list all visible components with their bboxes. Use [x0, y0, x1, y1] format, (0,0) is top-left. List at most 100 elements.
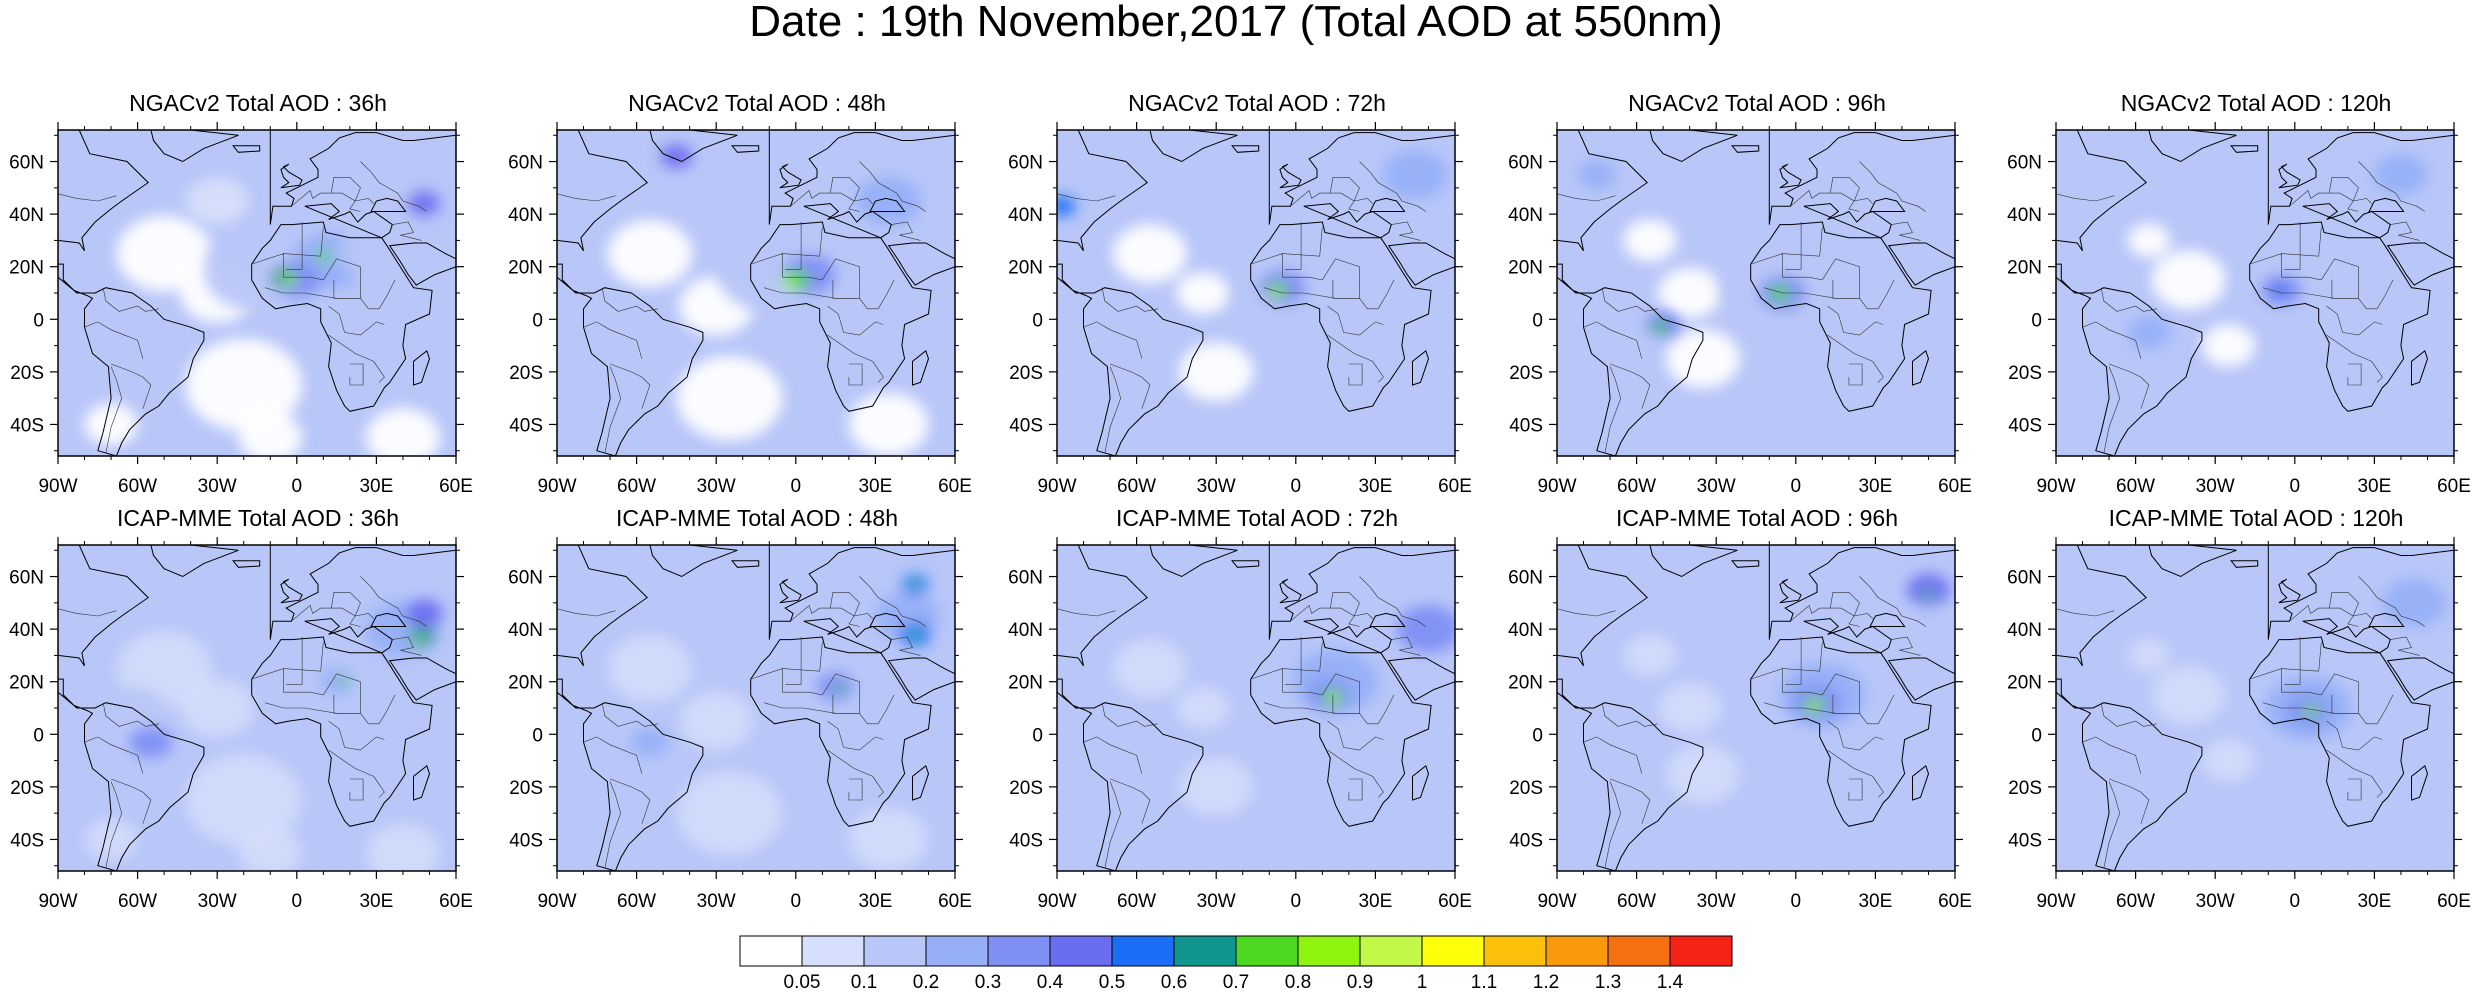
- colorbar-label: 0.1: [851, 972, 877, 993]
- x-tick-label: 30E: [1358, 476, 1392, 497]
- y-tick-label: 20S: [509, 363, 543, 384]
- x-tick-label: 90W: [1037, 476, 1076, 497]
- x-tick-label: 60W: [118, 476, 157, 497]
- y-tick-label: 40S: [2008, 415, 2042, 436]
- y-tick-label: 40N: [1008, 205, 1043, 226]
- x-tick-label: 60E: [1438, 891, 1472, 912]
- aod-field: [2056, 545, 2454, 871]
- y-tick-label: 60N: [508, 153, 543, 174]
- figure-title: Date : 19th November,2017 (Total AOD at …: [749, 0, 1723, 46]
- y-tick-label: 20N: [1008, 258, 1043, 279]
- x-tick-label: 30E: [858, 476, 892, 497]
- y-tick-label: 20S: [2008, 363, 2042, 384]
- y-tick-label: 0: [532, 725, 543, 746]
- map-panel: ICAP-MME Total AOD : 72h 90W 60W 30W 0 30E 60E…: [997, 505, 1517, 915]
- map-panel: NGACv2 Total AOD : 48h 90W 60W 30W 0 30E 60E 60…: [497, 90, 1017, 500]
- panel-title: NGACv2 Total AOD : 72h: [1128, 90, 1386, 116]
- map-panel: NGACv2 Total AOD : 96h 90W 60W 30W 0 30E 60E 60…: [1497, 90, 2017, 500]
- y-tick-label: 0: [1532, 310, 1543, 331]
- map-panel: ICAP-MME Total AOD : 120h 90W 60W 30W 0 30E 60…: [1996, 505, 2472, 915]
- y-tick-label: 60N: [508, 568, 543, 589]
- coastlines: [557, 545, 955, 871]
- x-tick-label: 90W: [1037, 891, 1076, 912]
- x-tick-label: 90W: [537, 476, 576, 497]
- map-plot: 90W 60W 30W 0 30E 60E 60N 40N 20N 0 20S 40S: [508, 537, 972, 912]
- y-tick-label: 20N: [508, 673, 543, 694]
- y-tick-label: 60N: [1508, 568, 1543, 589]
- country-borders: [58, 576, 427, 869]
- panel-title: ICAP-MME Total AOD : 96h: [1615, 505, 1899, 531]
- x-tick-label: 60W: [2116, 891, 2155, 912]
- colorbar-swatch: [1297, 935, 1361, 967]
- y-tick-label: 20S: [1509, 778, 1543, 799]
- x-tick-label: 60E: [1938, 476, 1972, 497]
- x-tick-label: 90W: [1537, 476, 1576, 497]
- country-borders: [1057, 576, 1426, 869]
- country-borders: [1557, 161, 1926, 454]
- colorbar-label: 0.9: [1347, 972, 1373, 993]
- panel-title: ICAP-MME Total AOD : 120h: [2108, 505, 2404, 531]
- y-tick-label: 40N: [508, 620, 543, 641]
- x-tick-label: 90W: [1537, 891, 1576, 912]
- colorbar-swatch: [925, 935, 989, 967]
- coastlines: [1557, 130, 1955, 456]
- y-tick-label: 20N: [508, 258, 543, 279]
- map-plot: 90W 60W 30W 0 30E 60E 60N 40N 20N 0 20S 40S: [2007, 122, 2471, 497]
- y-tick-label: 20S: [1009, 778, 1043, 799]
- colorbar-swatch: [1173, 935, 1237, 967]
- y-tick-label: 40S: [509, 415, 543, 436]
- coastlines: [58, 130, 456, 456]
- y-tick-label: 20N: [1508, 673, 1543, 694]
- x-tick-label: 90W: [2036, 891, 2075, 912]
- y-tick-label: 40S: [1509, 415, 1543, 436]
- colorbar-swatch: [1483, 935, 1547, 967]
- colorbar-label: 1.3: [1595, 972, 1621, 993]
- colorbar-label: 0.2: [913, 972, 939, 993]
- colorbar-label: 0.8: [1285, 972, 1311, 993]
- colorbar-label: 0.5: [1099, 972, 1125, 993]
- colorbar-swatch: [1607, 935, 1671, 967]
- x-tick-label: 0: [1791, 891, 1802, 912]
- y-tick-label: 40S: [509, 830, 543, 851]
- country-borders: [58, 161, 427, 454]
- aod-field: [1057, 130, 1455, 456]
- x-tick-label: 30E: [2357, 476, 2391, 497]
- panel-title: ICAP-MME Total AOD : 48h: [615, 505, 899, 531]
- x-tick-label: 90W: [537, 891, 576, 912]
- y-tick-label: 20N: [2007, 673, 2042, 694]
- y-tick-label: 60N: [1008, 153, 1043, 174]
- colorbar-label: 1.2: [1533, 972, 1559, 993]
- map-plot: 90W 60W 30W 0 30E 60E 60N 40N 20N 0 20S 40S: [9, 122, 473, 497]
- aod-field: [557, 130, 955, 456]
- y-tick-label: 20S: [509, 778, 543, 799]
- y-tick-label: 40N: [9, 620, 44, 641]
- x-tick-label: 60E: [938, 891, 972, 912]
- x-tick-label: 30E: [359, 891, 393, 912]
- y-tick-label: 0: [33, 310, 44, 331]
- x-tick-label: 60E: [439, 476, 473, 497]
- y-tick-label: 40N: [508, 205, 543, 226]
- x-tick-label: 30E: [2357, 891, 2391, 912]
- country-borders: [2056, 161, 2425, 454]
- colorbar-swatch: [1545, 935, 1609, 967]
- x-tick-label: 60E: [439, 891, 473, 912]
- x-tick-label: 60E: [2437, 891, 2471, 912]
- x-tick-label: 60W: [617, 476, 656, 497]
- x-tick-label: 60E: [938, 476, 972, 497]
- y-tick-label: 40N: [2007, 620, 2042, 641]
- map-panel: ICAP-MME Total AOD : 36h 90W 60W 30W 0 30E 60E…: [0, 505, 518, 915]
- map-panel: NGACv2 Total AOD : 36h 90W 60W 30W 0 30E 60E 60…: [0, 90, 518, 500]
- colorbar-swatch: [1669, 935, 1733, 967]
- x-tick-label: 30W: [1697, 891, 1736, 912]
- y-tick-label: 20N: [9, 258, 44, 279]
- panel-title: NGACv2 Total AOD : 96h: [1628, 90, 1886, 116]
- aod-colorbar: 0.05 0.1 0.2 0.3 0.4 0.5 0.6 0.7 0.8 0.9 1 1.1 1.2 1.…: [739, 935, 1733, 993]
- y-tick-label: 20N: [1008, 673, 1043, 694]
- x-tick-label: 60E: [1938, 891, 1972, 912]
- panel-title: ICAP-MME Total AOD : 36h: [116, 505, 400, 531]
- x-tick-label: 60W: [1617, 891, 1656, 912]
- coastlines: [2056, 130, 2454, 456]
- x-tick-label: 0: [1291, 476, 1302, 497]
- panel-title: NGACv2 Total AOD : 36h: [129, 90, 387, 116]
- colorbar-swatch: [1111, 935, 1175, 967]
